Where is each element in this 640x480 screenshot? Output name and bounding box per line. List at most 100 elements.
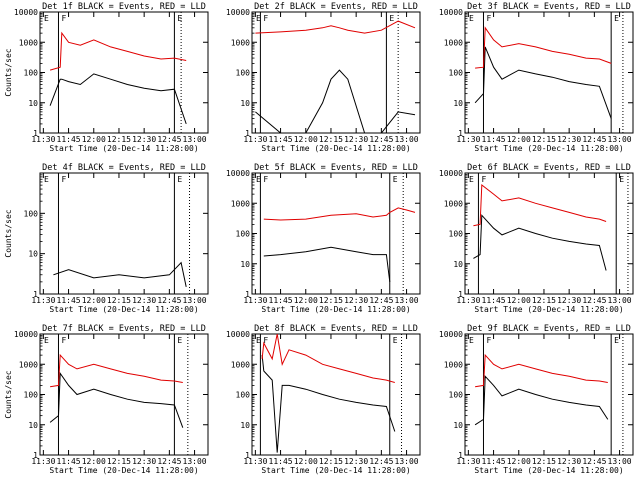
panel-det-6: Det 6f BLACK = Events, RED = LLD 1 10 100 10… — [439, 163, 634, 314]
marker-label: F — [263, 175, 268, 184]
y-tick-label: 1 — [33, 451, 38, 460]
x-tick-label: 11:30 — [456, 135, 480, 144]
marker-label: E — [44, 336, 49, 345]
panel-det-8: Det 8f BLACK = Events, RED = LLD 1 10 100 10… — [226, 324, 421, 475]
x-axis-label: Start Time (20-Dec-14 11:28:00) — [474, 466, 623, 475]
y-tick-label: 10 — [28, 99, 38, 108]
panel-title: Det 8f BLACK = Events, RED = LLD — [254, 324, 418, 334]
y-axis-label: Counts/sec — [4, 48, 13, 96]
x-tick-label: 12:45 — [582, 296, 606, 305]
x-tick-label: 12:15 — [107, 296, 131, 305]
x-tick-label: 12:00 — [82, 135, 106, 144]
x-tick-label: 11:45 — [57, 296, 81, 305]
x-tick-label: 11:45 — [482, 296, 506, 305]
marker-label: F — [486, 14, 491, 23]
x-tick-label: 12:30 — [344, 457, 368, 466]
x-tick-label: 11:30 — [31, 135, 55, 144]
series-line-lld — [475, 353, 608, 388]
x-axis-label: Start Time (20-Dec-14 11:28:00) — [261, 144, 410, 153]
y-tick-label: 1000 — [231, 360, 250, 369]
x-axis-label: Start Time (20-Dec-14 11:28:00) — [49, 305, 198, 314]
y-tick-label: 100 — [24, 209, 39, 218]
panel-title: Det 1f BLACK = Events, RED = LLD — [42, 2, 206, 12]
y-tick-label: 10000 — [439, 169, 463, 178]
x-tick-label: 12:30 — [557, 135, 581, 144]
y-tick-label: 10 — [240, 260, 250, 269]
x-tick-label: 12:45 — [157, 296, 181, 305]
series-line-events — [53, 261, 187, 288]
x-tick-label: 12:30 — [557, 457, 581, 466]
x-tick-label: 13:00 — [395, 457, 419, 466]
y-tick-label: 10000 — [226, 169, 250, 178]
series-line-events — [49, 73, 187, 125]
x-tick-label: 13:00 — [608, 135, 632, 144]
y-axis-label: Counts/sec — [4, 209, 13, 257]
y-tick-label: 1 — [458, 451, 463, 460]
y-tick-label: 1 — [33, 290, 38, 299]
series-line-events — [474, 375, 609, 426]
x-axis-label: Start Time (20-Dec-14 11:28:00) — [474, 144, 623, 153]
y-tick-label: 1000 — [444, 199, 463, 208]
plot-frame — [464, 333, 634, 456]
marker-label: F — [61, 14, 66, 23]
y-tick-label: 100 — [236, 391, 251, 400]
marker-label: E — [469, 336, 474, 345]
x-tick-label: 11:30 — [456, 457, 480, 466]
marker-label: E — [614, 14, 619, 23]
plot-frame — [464, 11, 634, 134]
marker-label: F — [61, 175, 66, 184]
x-tick-label: 12:15 — [532, 135, 556, 144]
x-tick-label: 12:30 — [132, 457, 156, 466]
x-tick-label: 11:45 — [269, 457, 293, 466]
panel-title: Det 6f BLACK = Events, RED = LLD — [467, 163, 631, 173]
y-tick-label: 10000 — [14, 8, 38, 17]
panel-det-5: Det 5f BLACK = Events, RED = LLD 1 10 100 10… — [226, 163, 421, 314]
x-tick-label: 11:30 — [31, 296, 55, 305]
y-tick-label: 100 — [449, 69, 464, 78]
y-tick-label: 10000 — [439, 330, 463, 339]
x-tick-label: 12:00 — [294, 296, 318, 305]
y-tick-label: 1 — [33, 129, 38, 138]
x-tick-label: 12:15 — [532, 296, 556, 305]
x-tick-label: 12:45 — [582, 135, 606, 144]
marker-label: E — [177, 14, 182, 23]
series-line-lld — [255, 20, 416, 34]
x-tick-label: 11:30 — [243, 135, 267, 144]
y-tick-label: 1000 — [444, 38, 463, 47]
y-tick-label: 100 — [24, 391, 39, 400]
y-tick-label: 1000 — [444, 360, 463, 369]
x-tick-label: 12:45 — [582, 457, 606, 466]
panel-det-9: Det 9f BLACK = Events, RED = LLD 1 10 100 10… — [439, 324, 634, 475]
panel-det-3: Det 3f BLACK = Events, RED = LLD 1 10 100 10… — [439, 2, 634, 153]
x-tick-label: 11:45 — [57, 135, 81, 144]
marker-label: E — [469, 175, 474, 184]
series-line-lld — [50, 353, 183, 388]
x-axis-label: Start Time (20-Dec-14 11:28:00) — [261, 466, 410, 475]
x-tick-label: 12:00 — [507, 296, 531, 305]
series-line-events — [49, 371, 184, 428]
y-tick-label: 10 — [28, 421, 38, 430]
marker-label: E — [177, 175, 182, 184]
marker-label: E — [256, 14, 261, 23]
x-tick-label: 13:00 — [608, 457, 632, 466]
y-tick-label: 100 — [449, 391, 464, 400]
x-tick-label: 12:30 — [344, 296, 368, 305]
y-tick-label: 10 — [453, 260, 463, 269]
y-tick-label: 10000 — [226, 8, 250, 17]
marker-label: E — [44, 14, 49, 23]
marker-label: E — [614, 336, 619, 345]
x-tick-label: 13:00 — [183, 457, 207, 466]
marker-label: F — [61, 336, 66, 345]
x-tick-label: 13:00 — [183, 296, 207, 305]
series-line-lld — [261, 334, 395, 383]
plot-frame — [39, 333, 209, 456]
x-tick-label: 13:00 — [183, 135, 207, 144]
marker-label: E — [177, 336, 182, 345]
panel-title: Det 3f BLACK = Events, RED = LLD — [467, 2, 631, 12]
x-axis-label: Start Time (20-Dec-14 11:28:00) — [474, 305, 623, 314]
series-line-events — [263, 246, 391, 283]
marker-label: E — [619, 175, 624, 184]
x-tick-label: 12:15 — [532, 457, 556, 466]
x-tick-label: 12:30 — [132, 296, 156, 305]
panel-det-1: Det 1f BLACK = Events, RED = LLD 1 10 100 10… — [4, 2, 209, 153]
